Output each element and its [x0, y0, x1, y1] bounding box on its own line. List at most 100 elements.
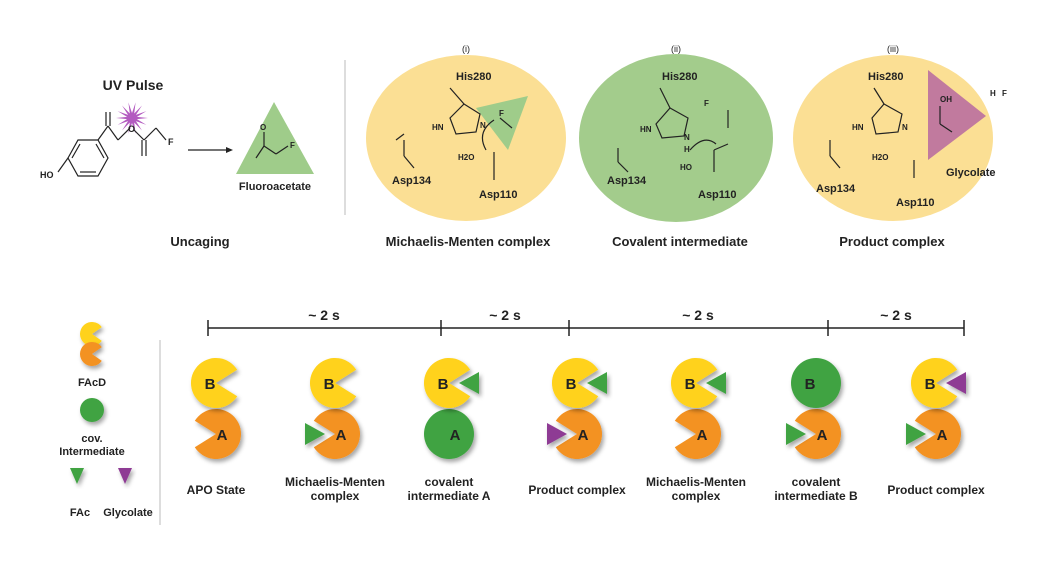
panel-i-asp134-label: Asp134	[392, 175, 432, 187]
fac-triangle-icon	[459, 372, 479, 394]
panel-i-water-label: H2O	[458, 153, 474, 162]
state-label: Product complex	[528, 483, 626, 497]
uncaging-stage-label: Uncaging	[170, 234, 229, 249]
subunit-a-icon	[194, 409, 242, 459]
interval-label-3: ~ 2 s	[682, 307, 714, 323]
caged-compound-structure	[57, 112, 167, 177]
subunit-b-label: B	[566, 376, 577, 393]
legend-intermediate-label: Intermediate	[59, 446, 124, 458]
subunit-b-icon	[190, 357, 238, 408]
panel-iii-asp134-label: Asp134	[816, 183, 856, 195]
panel-ii-his-label: His280	[662, 71, 697, 83]
panel-i-stage-label: Michaelis-Menten complex	[386, 234, 551, 249]
panel-iii-oh-label: OH	[940, 95, 952, 104]
panel-iii-stage-label: Product complex	[839, 234, 945, 249]
subunit-b-label: B	[805, 376, 816, 393]
subunit-a-label: A	[937, 427, 948, 444]
subunit-a-label: A	[817, 427, 828, 444]
subunit-b-label: B	[685, 376, 696, 393]
uv-pulse-label: UV Pulse	[103, 77, 164, 93]
legend-glycolate-label: Glycolate	[103, 507, 153, 519]
panel-iii-n-label: N	[902, 123, 908, 132]
subunit-a-label: A	[336, 427, 347, 444]
panel-iii-glycolate-triangle	[928, 70, 986, 160]
subunit-b-label: B	[324, 376, 335, 393]
subunit-a-label: A	[578, 427, 589, 444]
legend-facd-orange-icon	[79, 342, 102, 366]
state-label: Michaelis-Menten	[646, 475, 746, 489]
panel-iii-asp110-label: Asp110	[896, 197, 935, 209]
fluoro-f-label: F	[290, 141, 295, 150]
state-label: covalent	[792, 475, 841, 489]
f-label: F	[168, 137, 174, 147]
fluoroacetate-label: Fluoroacetate	[239, 181, 311, 193]
legend-facd-label: FAcD	[78, 377, 106, 389]
panel-iii-his-label: His280	[868, 71, 903, 83]
state-label-line2: complex	[311, 489, 360, 503]
fac-triangle-icon	[305, 423, 325, 445]
subunit-b-label: B	[205, 376, 216, 393]
subunit-b-icon	[309, 357, 357, 408]
state-label-line2: complex	[672, 489, 721, 503]
panel-iii: (iii) His280 HN N OH H2O H F Glycolate A…	[793, 44, 1007, 249]
panel-ii-active-site	[579, 54, 773, 222]
panel-ii-numeral: (ii)	[671, 44, 681, 54]
panel-i-asp110-label: Asp110	[479, 189, 518, 201]
fac-triangle-icon	[906, 423, 926, 445]
legend-cov-label: cov.	[81, 433, 102, 445]
panel-i-numeral: (i)	[462, 44, 470, 54]
subunit-b-label: B	[438, 376, 449, 393]
panel-iii-numeral: (iii)	[887, 44, 899, 54]
legend-fac-label: FAc	[70, 507, 90, 519]
ho-label: HO	[40, 170, 54, 180]
state-label: APO State	[187, 483, 246, 497]
panel-ii-n-label: N	[684, 133, 690, 142]
subunit-b-icon	[551, 358, 599, 408]
panel-i: (i) His280 HN N F H2O Asp134 Asp110 Mich…	[366, 44, 566, 249]
legend-fac-triangle-icon	[70, 468, 84, 484]
panel-i-n-label: N	[480, 121, 486, 130]
subunit-b-icon	[910, 358, 958, 408]
subunit-a-label: A	[697, 427, 708, 444]
interval-label-4: ~ 2 s	[880, 307, 912, 323]
subunit-a-icon	[914, 408, 962, 459]
panel-ii: (ii) His280 HN N H F HO Asp134 Asp110 Co…	[579, 44, 773, 249]
ester-o-label: O	[128, 124, 135, 134]
panel-iii-hplus-label: H	[990, 89, 996, 98]
panel-iii-fminus-label: F	[1002, 89, 1007, 98]
legend-cov-intermediate-icon	[80, 398, 104, 422]
fluoro-o-label: O	[260, 123, 266, 132]
panel-ii-ho-label: HO	[680, 163, 692, 172]
state-label-line2: intermediate A	[408, 489, 491, 503]
panel-ii-fminus-label: F	[704, 99, 709, 108]
uncaging-arrowhead	[226, 147, 233, 153]
subunit-b-covalent-icon	[791, 358, 841, 408]
fac-triangle-icon	[786, 423, 806, 445]
fluoroacetate-structure	[255, 132, 289, 159]
interval-label-1: ~ 2 s	[308, 307, 340, 323]
subunit-a-label: A	[217, 427, 228, 444]
panel-i-fac-triangle	[476, 96, 528, 150]
subunit-b-icon	[423, 358, 471, 408]
panel-ii-stage-label: Covalent intermediate	[612, 234, 748, 249]
subunit-a-label: A	[450, 427, 461, 444]
panel-i-hn-label: HN	[432, 123, 444, 132]
uv-star-icon	[116, 102, 148, 134]
timeline: ~ 2 s ~ 2 s ~ 2 s ~ 2 s	[207, 307, 965, 336]
uncaging-section: UV Pulse HO O F	[40, 77, 314, 249]
legend: FAcD cov. Intermediate FAc Glycolate	[59, 322, 153, 519]
fluoroacetate-triangle	[236, 102, 314, 174]
interval-label-2: ~ 2 s	[489, 307, 521, 323]
panel-i-f-label: F	[499, 109, 504, 118]
state-label-line2: intermediate B	[774, 489, 858, 503]
subunit-b-icon	[670, 358, 718, 408]
subunit-a-icon	[313, 409, 361, 459]
panel-iii-hn-label: HN	[852, 123, 864, 132]
panel-ii-hn-label: HN	[640, 125, 652, 134]
fac-triangle-icon	[706, 372, 726, 394]
state-label: Product complex	[887, 483, 985, 497]
